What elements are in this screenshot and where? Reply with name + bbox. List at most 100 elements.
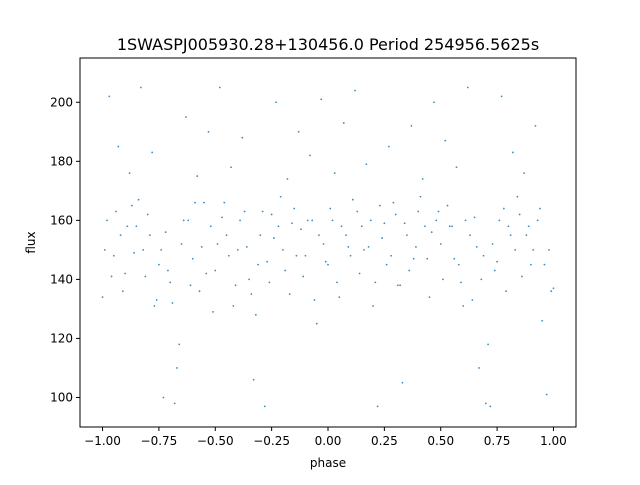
data-point [230, 166, 232, 169]
data-point [135, 225, 138, 228]
data-point [286, 178, 289, 180]
data-point [191, 257, 194, 260]
data-point [448, 225, 451, 228]
data-point [225, 234, 228, 237]
data-point [119, 234, 122, 237]
data-point [128, 172, 131, 175]
data-point [270, 213, 273, 216]
data-point [121, 290, 124, 293]
data-point [164, 231, 167, 234]
data-point [115, 210, 117, 213]
data-point [351, 198, 354, 201]
data-point [248, 278, 250, 281]
data-point [340, 225, 343, 228]
y-tick-label: 160 [50, 213, 73, 227]
data-point [451, 225, 453, 228]
data-point [374, 281, 377, 284]
data-point [406, 234, 408, 237]
data-point [320, 98, 323, 101]
y-axis: 100 120 140 160 180 200 [50, 95, 80, 404]
data-point [266, 260, 269, 263]
y-tick-label: 200 [50, 95, 73, 109]
data-point [198, 290, 201, 293]
data-point [403, 222, 406, 225]
data-point [178, 343, 181, 346]
data-point [176, 367, 178, 369]
data-point [171, 302, 174, 304]
data-point [415, 246, 417, 248]
data-point [455, 166, 458, 169]
data-points [101, 86, 555, 408]
data-point [322, 243, 325, 245]
data-point [412, 257, 415, 260]
data-point [550, 290, 553, 293]
data-point [347, 246, 350, 248]
data-point [304, 254, 307, 257]
y-tick-label: 100 [50, 390, 73, 404]
data-point [541, 319, 544, 322]
data-point [545, 393, 548, 396]
data-point [263, 405, 266, 408]
data-point [532, 248, 535, 251]
data-point [329, 207, 332, 210]
data-point [396, 284, 399, 287]
data-point [433, 101, 435, 104]
x-tick-label: −1.00 [84, 434, 121, 448]
data-point [117, 145, 120, 148]
data-point [279, 195, 282, 198]
data-point [523, 172, 526, 175]
data-point [471, 299, 474, 301]
x-tick-label: 0.00 [315, 434, 342, 448]
data-point [313, 299, 316, 301]
data-point [530, 263, 532, 266]
data-point [239, 219, 241, 222]
data-point [207, 130, 210, 133]
data-point [502, 207, 505, 210]
y-axis-label: flux [24, 231, 38, 253]
data-point [277, 225, 280, 228]
data-point [331, 219, 334, 222]
data-point [460, 281, 462, 284]
data-point [146, 213, 149, 216]
data-point [200, 246, 203, 248]
data-point [187, 219, 190, 222]
data-point [482, 254, 485, 257]
data-point [369, 219, 372, 222]
data-point [439, 243, 442, 245]
data-point [421, 178, 424, 180]
data-point [511, 151, 514, 154]
data-point [234, 284, 237, 287]
data-point [381, 237, 384, 239]
x-tick-label: 0.50 [427, 434, 454, 448]
data-point [525, 234, 528, 237]
data-point [496, 260, 498, 263]
data-point [261, 210, 264, 213]
data-point [106, 219, 108, 222]
data-point [241, 136, 244, 139]
data-point [169, 281, 172, 284]
data-point [527, 225, 530, 228]
data-point [311, 219, 314, 222]
data-point [509, 234, 512, 237]
data-point [139, 86, 142, 89]
data-point [112, 254, 115, 257]
data-point [103, 248, 106, 251]
data-point [493, 269, 496, 272]
data-point [514, 248, 517, 251]
data-point [282, 248, 284, 251]
data-point [144, 275, 147, 278]
data-point [453, 257, 456, 260]
data-point [428, 296, 431, 299]
data-point [272, 237, 275, 239]
data-point [349, 254, 352, 257]
data-point [385, 263, 388, 266]
data-point [378, 204, 381, 207]
data-point [426, 257, 429, 260]
x-tick-label: −0.75 [141, 434, 178, 448]
data-point [360, 225, 363, 228]
data-point [291, 222, 293, 225]
data-point [142, 248, 145, 251]
data-point [306, 219, 309, 222]
data-point [259, 234, 262, 237]
